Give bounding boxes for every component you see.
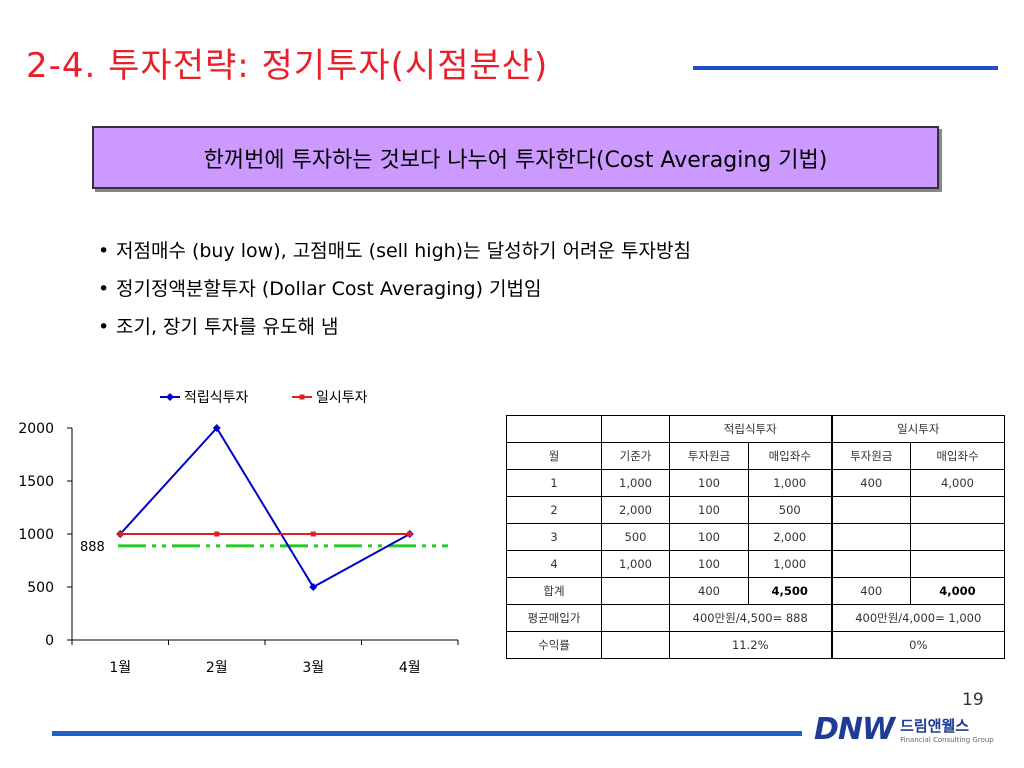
table-row: 3 500 100 2,000 [506,523,1005,551]
investment-table: 적립식투자 일시투자 월 기준가 투자원금 매입좌수 투자원금 매입좌수 1 1… [506,415,1005,659]
x-tick-label: 4월 [399,660,421,676]
table-cell: 400만원/4,500= 888 [669,604,833,632]
data-point [309,583,318,591]
bullet-item: • 저점매수 (buy low), 고점매도 (sell high)는 달성하기 … [98,240,691,262]
table-cell: 2,000 [748,523,833,551]
table-cell: 4,000 [910,469,1005,497]
table-cell: 100 [669,496,749,524]
table-cell: 100 [669,550,749,578]
data-point [310,531,316,537]
bullet-text: 정기정액분할투자 (Dollar Cost Averaging) 기법임 [116,278,542,300]
logo-mark: DNW [814,712,895,747]
table-avg-row: 평균매입가 400만원/4,500= 888 400만원/4,000= 1,00… [506,604,1005,632]
x-tick-label: 1월 [109,660,131,676]
banner: 한꺼번에 투자하는 것보다 나누어 투자한다(Cost Averaging 기법… [92,126,939,189]
line-chart: 0 500 1000 1500 2000 1월 2월 3월 4월 888 적립식투자 일시투자 [18,390,459,676]
table-header-cell: 매입좌수 [748,442,833,470]
table-header-cell: 적립식투자 [669,415,833,443]
legend-label: 적립식투자 [184,390,249,406]
table-header-cell: 투자원금 [669,442,749,470]
table-cell: 평균매입가 [506,604,602,632]
table-cell: 400 [669,577,749,605]
table-cell: 500 [601,523,670,551]
table-return-row: 수익률 11.2% 0% [506,631,1005,659]
table-cell: 100 [669,523,749,551]
table-cell: 1,000 [748,469,833,497]
y-tick-label: 500 [27,580,54,596]
table-header-cell: 매입좌수 [910,442,1005,470]
table-header-cell: 월 [506,442,602,470]
table-cell [601,604,670,632]
table-header-cell: 일시투자 [831,415,1005,443]
table-cell: 11.2% [669,631,833,659]
title-underline [693,66,998,70]
table-cell [601,631,670,659]
bullet-text: 저점매수 (buy low), 고점매도 (sell high)는 달성하기 어… [116,240,691,262]
page-number: 19 [962,690,984,710]
table-cell: 400 [831,469,911,497]
table-cell [601,415,670,443]
bullet-item: • 조기, 장기 투자를 유도해 냄 [98,316,339,338]
banner-text: 한꺼번에 투자하는 것보다 나누어 투자한다(Cost Averaging 기법… [203,147,828,173]
table-group-header-row: 적립식투자 일시투자 [506,415,1005,443]
table-cell: 100 [669,469,749,497]
y-tick-label: 1000 [18,527,54,543]
x-tick-label: 2월 [206,660,228,676]
slide-title: 2-4. 투자전략: 정기투자(시점분산) [26,46,549,86]
data-point [117,531,123,537]
table-cell: 400만원/4,000= 1,000 [831,604,1005,632]
average-line-label: 888 [80,540,105,555]
table-cell: 1,000 [601,469,670,497]
table-sub-header-row: 월 기준가 투자원금 매입좌수 투자원금 매입좌수 [506,442,1005,470]
table-cell [601,577,670,605]
table-cell: 500 [748,496,833,524]
table-row: 1 1,000 100 1,000 400 4,000 [506,469,1005,497]
y-tick-label: 0 [45,633,54,649]
data-point [212,424,221,432]
bullet-item: • 정기정액분할투자 (Dollar Cost Averaging) 기법임 [98,278,542,300]
table-cell: 4,500 [748,577,833,605]
table-cell: 4,000 [910,577,1005,605]
table-cell [831,496,911,524]
table-cell: 400 [831,577,911,605]
table-cell: 합계 [506,577,602,605]
data-point [214,531,220,537]
table-row: 2 2,000 100 500 [506,496,1005,524]
table-cell: 2,000 [601,496,670,524]
table-cell: 1,000 [748,550,833,578]
y-tick-label: 1500 [18,474,54,490]
y-tick-label: 2000 [18,421,54,437]
x-tick-label: 3월 [302,660,324,676]
table-cell: 4 [506,550,602,578]
series-line-0 [119,426,411,589]
table-cell: 1 [506,469,602,497]
legend-marker [299,394,305,400]
bullet-list: • 저점매수 (buy low), 고점매도 (sell high)는 달성하기 … [98,232,691,346]
table-header-cell: 투자원금 [831,442,911,470]
company-logo: DNW 드림앤웰스 Financial Consulting Group [814,712,994,747]
table-cell: 3 [506,523,602,551]
legend-marker [166,393,174,401]
table-cell [831,550,911,578]
table-cell [910,496,1005,524]
table-cell: 수익률 [506,631,602,659]
table-cell: 1,000 [601,550,670,578]
legend-label: 일시투자 [316,390,368,406]
bullet-text: 조기, 장기 투자를 유도해 냄 [116,316,339,338]
data-point [407,531,413,537]
table-cell: 2 [506,496,602,524]
table-cell: 0% [831,631,1005,659]
table-row: 4 1,000 100 1,000 [506,550,1005,578]
table-header-cell: 기준가 [601,442,670,470]
table-cell [910,550,1005,578]
logo-english-name: Financial Consulting Group [900,736,994,744]
table-total-row: 합계 400 4,500 400 4,000 [506,577,1005,605]
table-cell [910,523,1005,551]
footer-line [52,731,802,736]
table-cell [506,415,602,443]
logo-korean-name: 드림앤웰스 [900,717,970,735]
table-cell [831,523,911,551]
